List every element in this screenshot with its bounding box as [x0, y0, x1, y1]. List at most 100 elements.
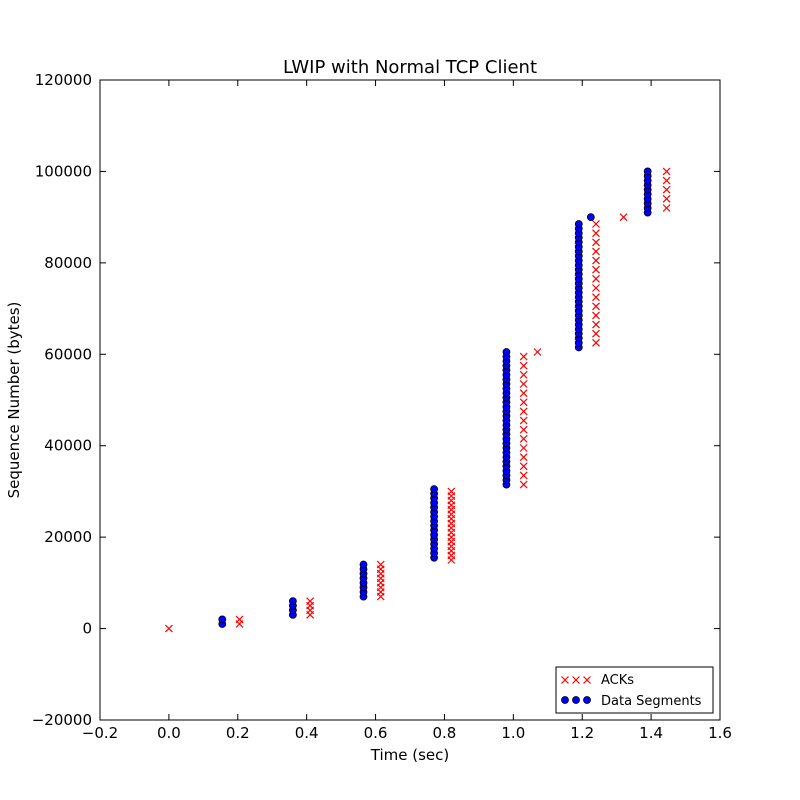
y-tick-label: 100000 [35, 162, 92, 180]
ack-stroke [519, 416, 528, 425]
ack-point [662, 194, 671, 203]
ack-stroke [306, 597, 315, 606]
legend-entry-data-segments [561, 696, 591, 704]
ack-point [519, 380, 528, 388]
x-tick-label: 0.2 [226, 724, 250, 742]
chart-title: LWIP with Normal TCP Client [283, 57, 537, 78]
ack-stroke [519, 389, 528, 398]
ack-stroke [592, 256, 600, 265]
ack-stroke [519, 425, 528, 434]
x-tick-label: 1.6 [708, 724, 732, 742]
data-segment-point [218, 615, 227, 624]
x-tick-label: 0.4 [295, 724, 319, 742]
ack-point [519, 462, 528, 471]
ack-stroke [592, 329, 600, 338]
ack-point [592, 256, 600, 265]
ack-stroke [619, 213, 628, 222]
ack-stroke [519, 434, 528, 443]
ack-stroke [519, 480, 528, 489]
legend-data-marker [583, 696, 591, 704]
ack-stroke [519, 462, 528, 471]
ack-point [164, 624, 173, 633]
ack-stroke [447, 487, 456, 496]
ack-point [662, 167, 671, 176]
ack-stroke [662, 185, 671, 194]
ack-point [592, 265, 600, 274]
ack-stroke [592, 220, 600, 228]
legend-entry-acks [561, 676, 591, 684]
chart-marks [164, 167, 671, 633]
x-tick-label: 1.2 [570, 724, 594, 742]
ack-point [519, 434, 528, 443]
ack-point [592, 247, 600, 256]
ack-stroke [592, 238, 600, 247]
ack-stroke [519, 352, 528, 361]
plot-frame [99, 79, 721, 721]
x-tick-label: −0.2 [82, 724, 118, 742]
ack-stroke [592, 274, 600, 283]
ack-stroke [561, 676, 569, 684]
y-axis-label: Sequence Number (bytes) [5, 302, 23, 499]
ack-stroke [662, 167, 671, 176]
legend-label-acks: ACKs [601, 673, 634, 688]
ack-point [519, 453, 528, 462]
ack-stroke [164, 624, 173, 633]
ack-point [519, 480, 528, 489]
ack-stroke [572, 676, 580, 684]
ack-stroke [592, 284, 600, 292]
ack-point [447, 487, 456, 496]
ack-stroke [519, 471, 528, 480]
ack-point [519, 398, 528, 407]
ack-point [592, 274, 600, 283]
ack-stroke [376, 560, 385, 569]
x-axis-label: Time (sec) [370, 746, 449, 764]
ack-stroke [533, 348, 542, 356]
legend-label-data-segments: Data Segments [601, 694, 702, 709]
ack-point [592, 302, 600, 311]
y-tick-label: 80000 [44, 254, 92, 272]
ack-stroke [592, 293, 600, 302]
axis-ticks: −0.2 0.0 0.2 0.4 0.6 0.8 1.0 1.2 1.4 1.6 −20000 0 20… [32, 71, 732, 742]
ack-point [519, 444, 528, 452]
ack-stroke [592, 320, 600, 329]
ack-stroke [592, 229, 600, 238]
y-tick-label: −20000 [32, 711, 92, 729]
ack-stroke [662, 204, 671, 212]
ack-point [519, 407, 528, 416]
ack-point [592, 293, 600, 302]
ack-point [592, 320, 600, 329]
data-segment-point [288, 597, 297, 606]
legend-data-marker [561, 696, 569, 704]
ack-point [662, 185, 671, 194]
y-tick-label: 120000 [35, 71, 92, 89]
data-segment-point [502, 348, 511, 356]
ack-stroke [519, 453, 528, 462]
ack-point [592, 329, 600, 338]
y-tick-label: 0 [82, 620, 92, 638]
legend: ACKs Data Segments [555, 666, 714, 714]
x-tick-label: 0.0 [157, 724, 181, 742]
ack-point [519, 352, 528, 361]
data-segment-point [359, 560, 368, 569]
legend-ack-marker [561, 676, 569, 684]
ack-stroke [662, 194, 671, 203]
ack-point [592, 311, 600, 320]
ack-stroke [519, 444, 528, 452]
data-segment-point [586, 213, 595, 222]
ack-point [306, 597, 315, 606]
ack-stroke [519, 361, 528, 370]
ack-stroke [519, 398, 528, 407]
data-segment-point [574, 220, 583, 228]
ack-point [519, 425, 528, 434]
ack-stroke [592, 265, 600, 274]
x-tick-label: 0.6 [364, 724, 388, 742]
y-tick-label: 20000 [44, 528, 92, 546]
data-segment-point [643, 167, 652, 176]
data-segment-point [430, 485, 439, 494]
y-tick-label: 40000 [44, 437, 92, 455]
ack-point [592, 338, 600, 347]
ack-point [662, 176, 671, 185]
legend-box [555, 666, 714, 714]
x-tick-label: 0.8 [433, 724, 457, 742]
